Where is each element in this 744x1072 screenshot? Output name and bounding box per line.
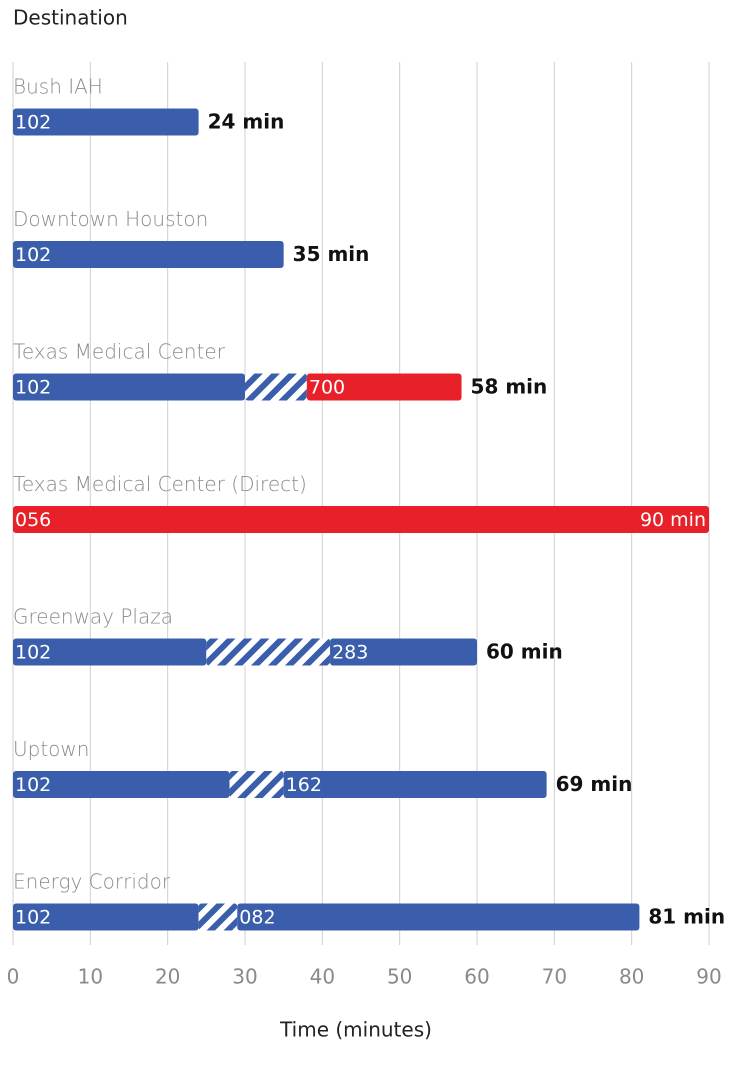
route-label: 102 xyxy=(15,244,51,266)
route-segment xyxy=(237,903,640,931)
route-segment xyxy=(330,638,477,666)
category-label: Bush IAH xyxy=(13,75,103,99)
route-segment xyxy=(13,108,199,136)
transfer-segment xyxy=(198,903,238,931)
route-segment xyxy=(283,771,547,798)
total-label: 24 min xyxy=(208,110,285,134)
x-tick-label: 0 xyxy=(7,965,20,989)
transfer-segment xyxy=(229,771,284,798)
x-tick-label: 80 xyxy=(619,965,644,989)
route-label: 283 xyxy=(332,642,368,664)
axis-title: Destination xyxy=(13,6,128,30)
route-label: 102 xyxy=(15,112,51,134)
route-segment xyxy=(13,241,284,268)
transfer-segment xyxy=(245,373,307,401)
route-label: 102 xyxy=(15,642,51,664)
route-label: 056 xyxy=(15,509,51,531)
total-label: 35 min xyxy=(293,242,370,266)
category-label: Downtown Houston xyxy=(13,207,208,231)
x-tick-label: 20 xyxy=(155,965,180,989)
route-label: 102 xyxy=(15,774,51,796)
route-segment xyxy=(13,373,245,401)
route-segment xyxy=(13,771,230,798)
route-segment xyxy=(306,373,462,401)
x-tick-label: 40 xyxy=(310,965,335,989)
x-tick-label: 30 xyxy=(232,965,257,989)
route-label: 700 xyxy=(309,377,345,399)
route-segment xyxy=(13,638,207,666)
category-label: Energy Corridor xyxy=(13,870,171,894)
route-segment xyxy=(13,506,709,533)
category-label: Texas Medical Center xyxy=(13,340,226,364)
x-tick-label: 90 xyxy=(696,965,721,989)
route-label: 082 xyxy=(239,907,275,929)
x-tick-label: 70 xyxy=(542,965,567,989)
route-segment xyxy=(13,903,199,931)
x-tick-label: 60 xyxy=(464,965,489,989)
category-label: Texas Medical Center (Direct) xyxy=(13,472,307,496)
transfer-segment xyxy=(206,638,331,666)
total-label: 60 min xyxy=(486,640,563,664)
x-axis-label: Time (minutes) xyxy=(279,1018,432,1042)
total-label: 58 min xyxy=(471,375,548,399)
route-label: 102 xyxy=(15,377,51,399)
category-label: Greenway Plaza xyxy=(13,605,173,629)
route-label: 162 xyxy=(286,774,322,796)
total-label: 90 min xyxy=(640,509,706,531)
category-label: Uptown xyxy=(13,737,89,761)
route-label: 102 xyxy=(15,907,51,929)
x-tick-label: 10 xyxy=(78,965,103,989)
total-label: 81 min xyxy=(648,905,725,929)
total-label: 69 min xyxy=(556,772,633,796)
x-tick-label: 50 xyxy=(387,965,412,989)
